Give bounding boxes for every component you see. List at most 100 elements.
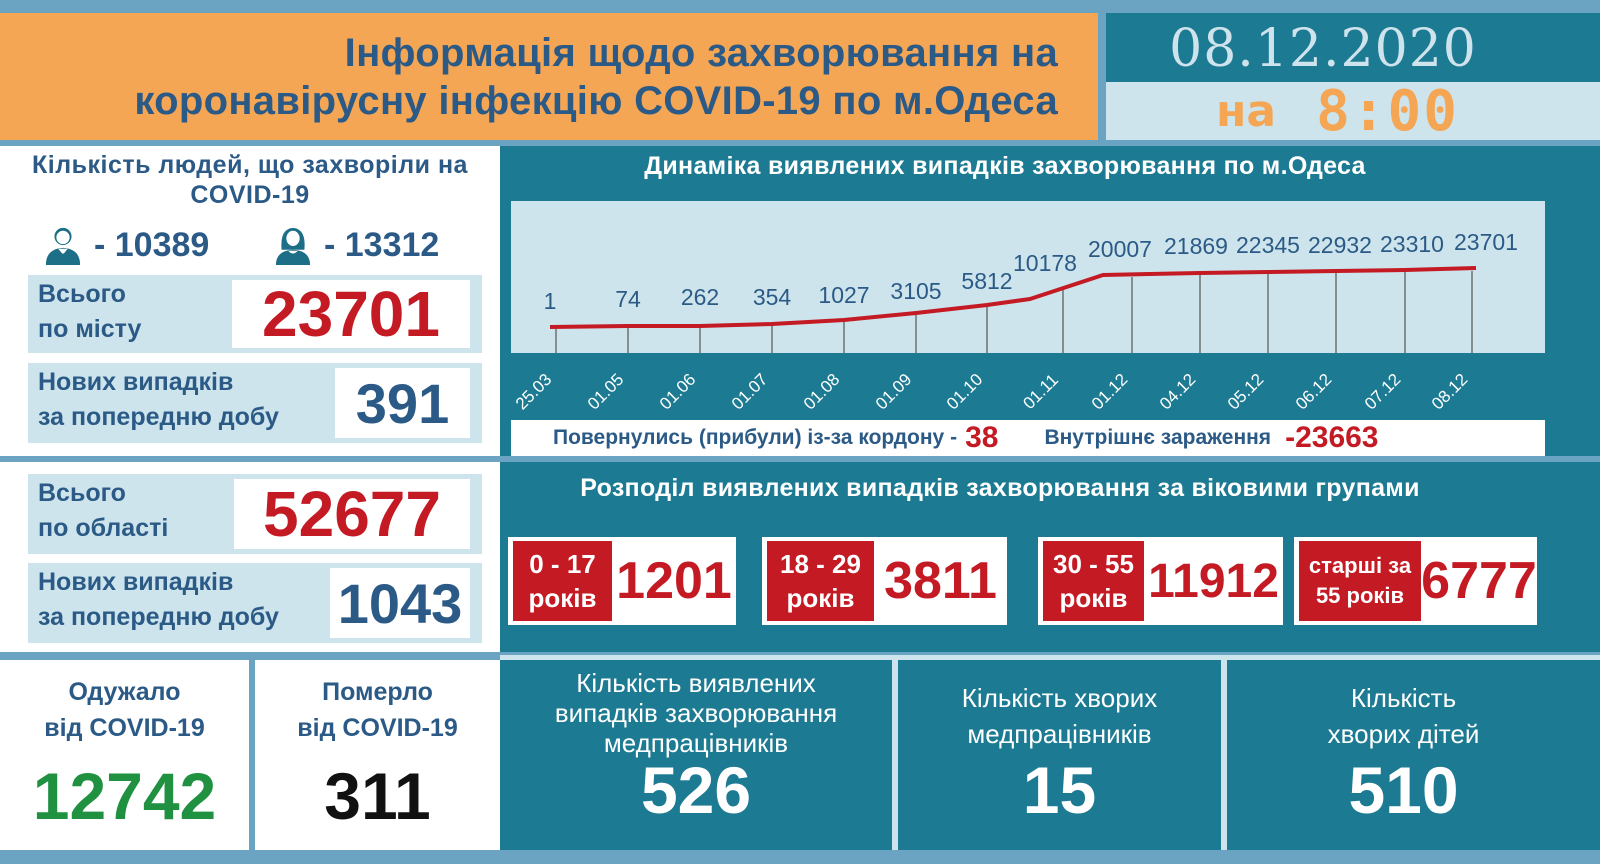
medical-sick-value: 15 xyxy=(1022,753,1097,827)
region-new-value: 1043 xyxy=(330,568,470,638)
female-value: - 13312 xyxy=(324,225,440,264)
died-panel: Померло від COVID-19 311 xyxy=(255,660,500,850)
region-new-label-1: Нових випадків xyxy=(38,568,234,596)
female-count: - 13312 xyxy=(274,222,439,268)
chart-data-label: 262 xyxy=(680,284,720,310)
time-prefix: на xyxy=(1216,85,1277,137)
report-date: 08.12.2020 xyxy=(1106,13,1600,82)
city-total-block: Всього по місту 23701 xyxy=(28,275,482,353)
label-line: Кількість xyxy=(1350,683,1457,713)
city-total-label-2: по місту xyxy=(38,315,142,343)
medical-detected-panel: Кількість виявлених випадків захворюванн… xyxy=(500,660,892,850)
region-total-value: 52677 xyxy=(234,478,470,550)
region-total-label-1: Всього xyxy=(38,479,126,507)
age-group-value: 6777 xyxy=(1421,552,1537,610)
city-new-label: Нових випадків за попередню добу xyxy=(38,365,279,435)
age-group-card: 30 - 55 років 11912 xyxy=(1038,537,1283,625)
chart-data-label: 1 xyxy=(543,288,557,314)
label-line: Кількість виявлених xyxy=(576,668,816,698)
died-label-2: від COVID-19 xyxy=(297,714,458,742)
region-total-label: Всього по області xyxy=(38,476,168,546)
chart-data-label: 21869 xyxy=(1164,233,1228,259)
age-group-value: 11912 xyxy=(1148,554,1279,608)
age-group-value: 1201 xyxy=(616,552,732,610)
age-groups-title: Розподіл виявлених випадків захворювання… xyxy=(580,474,1420,502)
internal-label: Внутрішнє зараження xyxy=(1044,426,1272,449)
recovered-value: 12742 xyxy=(32,759,217,833)
divider xyxy=(892,660,898,850)
chart-data-label: 3105 xyxy=(890,278,942,304)
died-value: 311 xyxy=(324,759,431,833)
age-unit: років xyxy=(1059,583,1128,613)
medical-detected-value: 526 xyxy=(640,753,752,827)
recovered-panel: Одужало від COVID-19 12742 xyxy=(0,660,249,850)
age-group-tag: 0 - 17 років xyxy=(513,541,612,621)
age-group-card: старші за 55 років 6777 xyxy=(1294,537,1537,625)
chart-data-label: 22932 xyxy=(1308,232,1372,258)
date-time-box: 08.12.2020 на 8:00 xyxy=(1106,13,1600,144)
report-time-row: на 8:00 xyxy=(1106,79,1600,144)
male-value: - 10389 xyxy=(94,225,210,264)
medical-detected-label: Кількість виявлених випадків захворюванн… xyxy=(500,660,892,758)
region-new-block: Нових випадків за попередню добу 1043 xyxy=(28,563,482,643)
chart-ticks xyxy=(555,271,1473,353)
recovered-label-2: від COVID-19 xyxy=(44,714,205,742)
age-group-card: 0 - 17 років 1201 xyxy=(508,537,736,625)
chart-data-label: 10178 xyxy=(1013,250,1077,276)
age-group-tag: старші за 55 років xyxy=(1299,541,1421,621)
chart-data-label: 23701 xyxy=(1454,229,1518,255)
returned-label: Повернулись (прибули) із-за кордону - xyxy=(553,426,958,449)
city-total-label: Всього по місту xyxy=(38,277,141,347)
died-label-1: Померло xyxy=(322,678,433,706)
city-new-block: Нових випадків за попередню добу 391 xyxy=(28,363,482,443)
chart-data-label: 74 xyxy=(615,286,641,312)
label-line: випадків захворювання xyxy=(554,698,838,728)
chart-footer: Повернулись (прибули) із-за кордону - 38… xyxy=(511,420,1545,456)
chart-data-label: 23310 xyxy=(1380,231,1444,257)
chart-data-label: 22345 xyxy=(1236,232,1300,258)
age-unit: років xyxy=(528,583,597,613)
divider xyxy=(1221,660,1227,850)
age-range: старші за xyxy=(1308,553,1412,578)
age-group-value: 3811 xyxy=(884,552,997,610)
chart-data-label: 1027 xyxy=(818,282,870,308)
female-person-icon xyxy=(275,227,311,265)
label-line: медпрацівників xyxy=(603,728,789,758)
male-person-icon xyxy=(45,227,81,265)
report-time: 8:00 xyxy=(1316,78,1459,144)
age-group-card: 18 - 29 років 3811 xyxy=(762,537,1007,625)
city-new-label-1: Нових випадків xyxy=(38,368,234,396)
recovered-label-1: Одужало xyxy=(68,678,181,706)
divider xyxy=(500,655,1600,661)
recovered-label: Одужало від COVID-19 xyxy=(0,660,249,746)
region-new-label: Нових випадків за попередню добу xyxy=(38,565,279,635)
city-new-label-2: за попередню добу xyxy=(38,403,279,431)
died-label: Померло від COVID-19 xyxy=(255,660,500,746)
age-group-tag: 18 - 29 років xyxy=(767,541,874,621)
medical-sick-panel: Кількість хворих медпрацівників 15 xyxy=(898,660,1221,850)
label-line: хворих дітей xyxy=(1327,719,1480,749)
chart-data-label: 5812 xyxy=(961,268,1013,294)
male-count: - 10389 xyxy=(44,222,209,268)
age-unit: років xyxy=(786,583,855,613)
label-line: медпрацівників xyxy=(967,719,1152,749)
internal-value: -23663 xyxy=(1285,421,1379,454)
region-total-label-2: по області xyxy=(38,514,169,542)
city-total-value: 23701 xyxy=(232,278,470,350)
medical-sick-label: Кількість хворих медпрацівників xyxy=(898,660,1221,752)
region-total-block: Всього по області 52677 xyxy=(28,474,482,554)
age-group-tag: 30 - 55 років xyxy=(1043,541,1144,621)
cases-line xyxy=(549,266,1477,329)
sick-children-label: Кількість хворих дітей xyxy=(1227,660,1600,752)
label-line: Кількість хворих xyxy=(961,683,1158,713)
chart-data-label: 20007 xyxy=(1088,236,1152,262)
city-new-value: 391 xyxy=(335,368,470,438)
chart-data-label: 354 xyxy=(752,284,792,310)
chart-title: Динаміка виявлених випадків захворювання… xyxy=(644,152,1366,180)
title-line-2: коронавірусну інфекцію COVID-19 по м.Оде… xyxy=(134,78,1058,123)
age-range: 30 - 55 xyxy=(1053,549,1134,579)
age-range: 0 - 17 xyxy=(529,549,596,579)
city-sick-title: Кількість людей, що захворіли на COVID-1… xyxy=(32,151,468,209)
city-total-label-1: Всього xyxy=(38,280,126,308)
